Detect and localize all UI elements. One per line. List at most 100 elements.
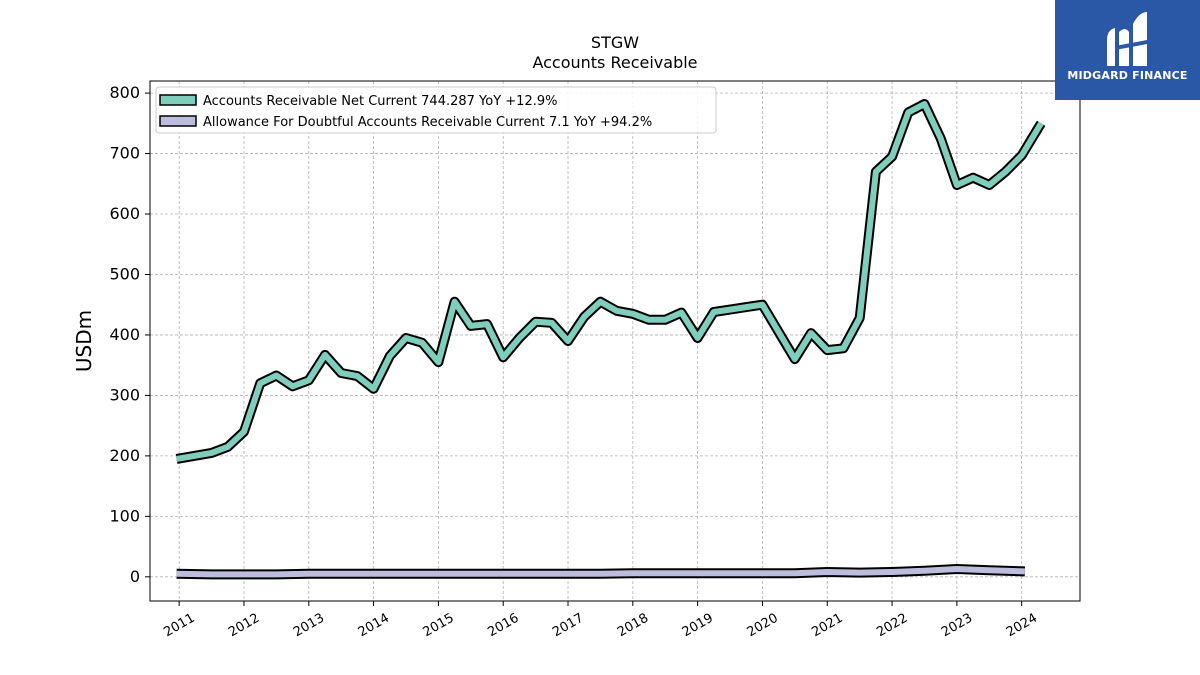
brand-logo: MIDGARD FINANCE bbox=[1055, 0, 1200, 100]
data-point bbox=[986, 567, 992, 573]
data-point bbox=[241, 571, 247, 577]
data-point bbox=[500, 354, 506, 360]
data-point bbox=[889, 569, 895, 575]
x-tick-label: 2017 bbox=[550, 611, 586, 641]
data-point bbox=[727, 570, 733, 576]
data-point bbox=[840, 345, 846, 351]
data-point bbox=[209, 450, 215, 456]
data-point bbox=[306, 571, 312, 577]
data-point bbox=[1019, 152, 1025, 158]
data-point bbox=[792, 570, 798, 576]
data-point bbox=[954, 182, 960, 188]
data-point bbox=[549, 320, 555, 326]
x-tick-label: 2014 bbox=[356, 611, 392, 641]
legend: Accounts Receivable Net Current 744.287 … bbox=[155, 86, 717, 134]
data-point bbox=[1038, 120, 1044, 126]
x-axis: 2011 2012 2013 2014 2015 2016 2017 2018 2019 2020… bbox=[161, 601, 1040, 640]
data-point bbox=[338, 370, 344, 376]
data-point bbox=[468, 571, 474, 577]
data-point bbox=[808, 330, 814, 336]
data-point bbox=[986, 182, 992, 188]
x-tick-label: 2021 bbox=[809, 611, 845, 641]
data-point bbox=[630, 570, 636, 576]
data-point bbox=[338, 571, 344, 577]
chart-title: STGW bbox=[591, 33, 639, 52]
x-tick-label: 2012 bbox=[226, 611, 262, 641]
x-tick-label: 2023 bbox=[939, 611, 975, 641]
data-point bbox=[306, 377, 312, 383]
data-point bbox=[403, 571, 409, 577]
x-tick-label: 2024 bbox=[1004, 611, 1040, 641]
data-point bbox=[403, 335, 409, 341]
data-point bbox=[516, 335, 522, 341]
midgard-logo-icon bbox=[1107, 12, 1147, 66]
data-point bbox=[581, 314, 587, 320]
data-point bbox=[792, 356, 798, 362]
data-point bbox=[273, 571, 279, 577]
legend-box bbox=[155, 86, 717, 134]
series-line-0 bbox=[176, 101, 1044, 462]
data-point bbox=[533, 571, 539, 577]
data-point bbox=[273, 373, 279, 379]
data-point bbox=[743, 304, 749, 310]
data-point bbox=[857, 315, 863, 321]
data-point bbox=[759, 570, 765, 576]
data-point bbox=[241, 429, 247, 435]
data-point bbox=[533, 319, 539, 325]
data-point bbox=[1003, 169, 1009, 175]
series-lines bbox=[174, 99, 1046, 580]
data-point bbox=[695, 570, 701, 576]
chart-subtitle: Accounts Receivable bbox=[532, 53, 697, 72]
series-line-1 bbox=[176, 566, 1026, 578]
y-tick-label: 700 bbox=[109, 144, 140, 163]
data-point bbox=[630, 311, 636, 317]
data-point bbox=[678, 310, 684, 316]
data-point bbox=[435, 359, 441, 365]
data-point bbox=[174, 571, 180, 577]
legend-label-allowance: Allowance For Doubtful Accounts Receivab… bbox=[203, 115, 652, 130]
data-point bbox=[468, 323, 474, 329]
data-point bbox=[873, 169, 879, 175]
data-point bbox=[938, 135, 944, 141]
data-point bbox=[565, 571, 571, 577]
data-point bbox=[371, 571, 377, 577]
y-tick-label: 200 bbox=[109, 446, 140, 465]
data-point bbox=[889, 154, 895, 160]
data-point bbox=[484, 321, 490, 327]
y-axis: 0 100 200 300 400 500 600 700 800 bbox=[109, 83, 150, 586]
data-point bbox=[174, 456, 180, 462]
y-tick-label: 500 bbox=[109, 264, 140, 283]
grid bbox=[150, 81, 1080, 601]
series-outline-0 bbox=[175, 99, 1046, 464]
data-point bbox=[435, 571, 441, 577]
data-point bbox=[614, 308, 620, 314]
data-point bbox=[776, 329, 782, 335]
data-point bbox=[225, 444, 231, 450]
data-point bbox=[354, 373, 360, 379]
y-tick-label: 300 bbox=[109, 385, 140, 404]
data-point bbox=[695, 335, 701, 341]
y-tick-label: 600 bbox=[109, 204, 140, 223]
x-tick-label: 2015 bbox=[421, 611, 457, 641]
data-point bbox=[662, 317, 668, 323]
data-point bbox=[857, 570, 863, 576]
data-point bbox=[824, 569, 830, 575]
data-point bbox=[452, 299, 458, 305]
legend-label-ar-net: Accounts Receivable Net Current 744.287 … bbox=[203, 94, 558, 109]
x-tick-label: 2016 bbox=[485, 611, 521, 641]
data-point bbox=[597, 571, 603, 577]
y-tick-label: 800 bbox=[109, 83, 140, 102]
x-tick-label: 2022 bbox=[874, 611, 910, 641]
data-point bbox=[419, 340, 425, 346]
legend-swatch-ar-net bbox=[159, 94, 197, 106]
y-tick-label: 0 bbox=[130, 567, 140, 586]
data-point bbox=[954, 566, 960, 572]
data-point bbox=[597, 299, 603, 305]
data-point bbox=[1022, 568, 1028, 574]
brand-name: MIDGARD FINANCE bbox=[1067, 69, 1188, 82]
y-tick-label: 100 bbox=[109, 506, 140, 525]
data-point bbox=[371, 386, 377, 392]
data-point bbox=[257, 380, 263, 386]
data-point bbox=[905, 109, 911, 115]
